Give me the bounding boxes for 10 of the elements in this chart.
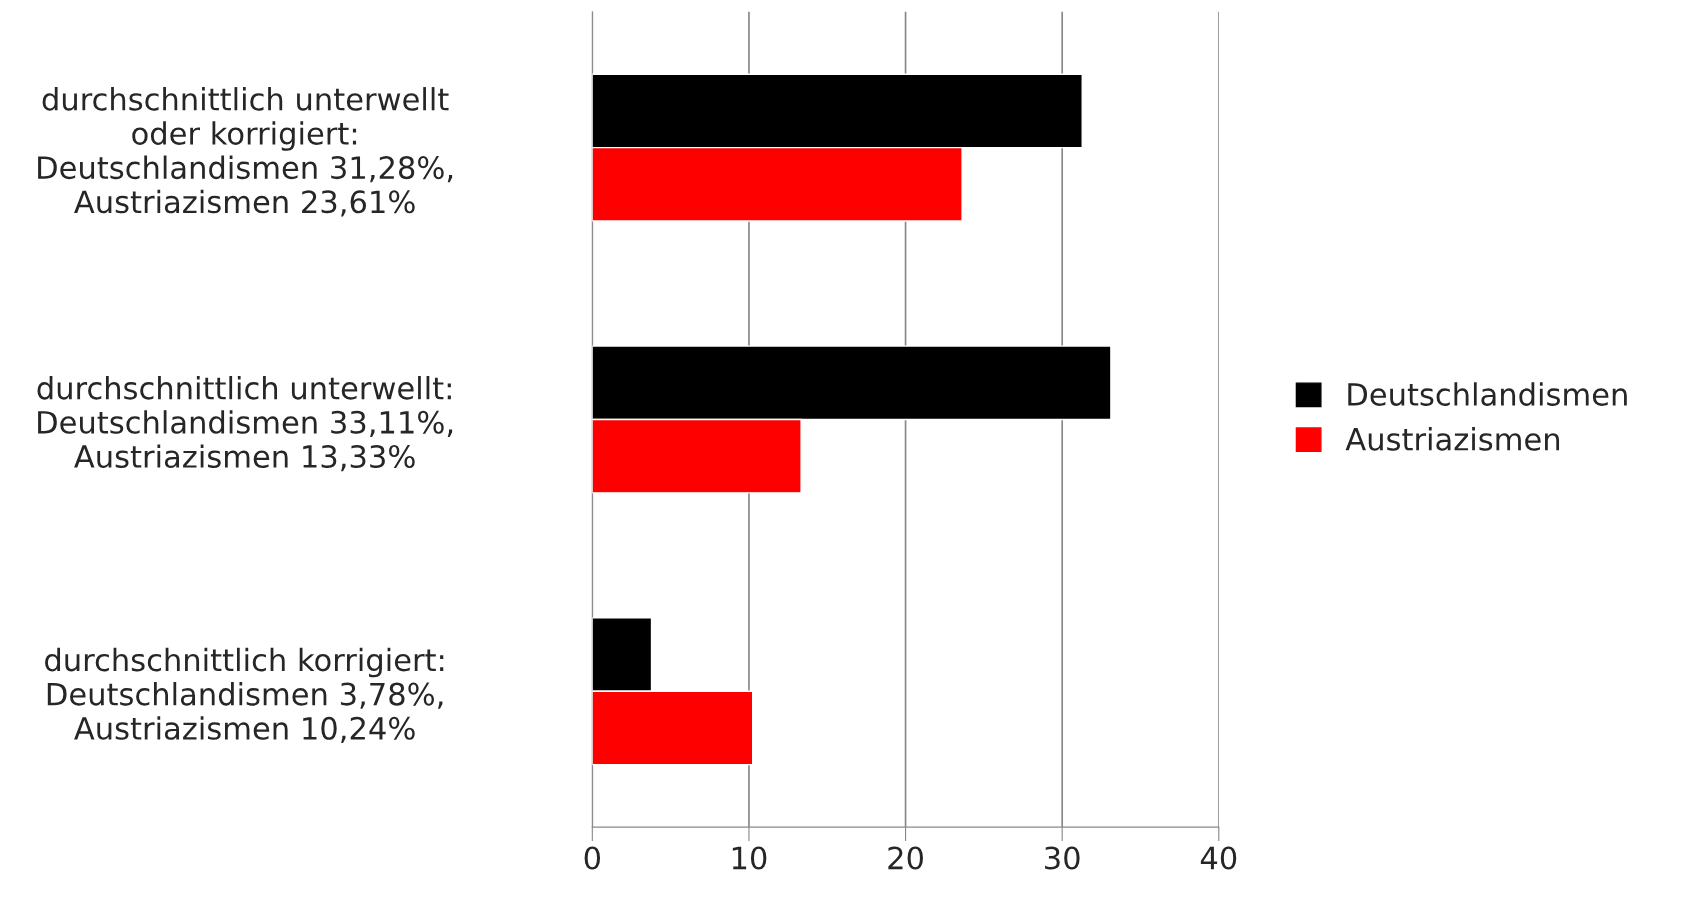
x-tick-label: 10: [732, 846, 767, 870]
x-tick-label: 0: [584, 846, 601, 870]
x-tick-label: 20: [888, 846, 923, 870]
legend-label: Deutschlandismen: [1348, 382, 1627, 406]
y-tick-label: durchschnittlich korrigiert: Deutschlandismen 3,78%, Austriazismen 10,24%: [45, 647, 444, 743]
x-tick-label: 40: [1200, 846, 1237, 870]
y-tick-label: durchschnittlich unterwellt oder korrigiert: Deutschlandismen 31,28%, Austriazismen 23,61%: [38, 87, 453, 217]
legend-label: Austriazismen: [1345, 427, 1560, 451]
x-tick-label: 30: [1045, 846, 1080, 870]
y-tick-label: durchschnittlich unterwellt: Deutschlandismen 33,11%, Austriazismen 13,33%: [37, 375, 453, 472]
